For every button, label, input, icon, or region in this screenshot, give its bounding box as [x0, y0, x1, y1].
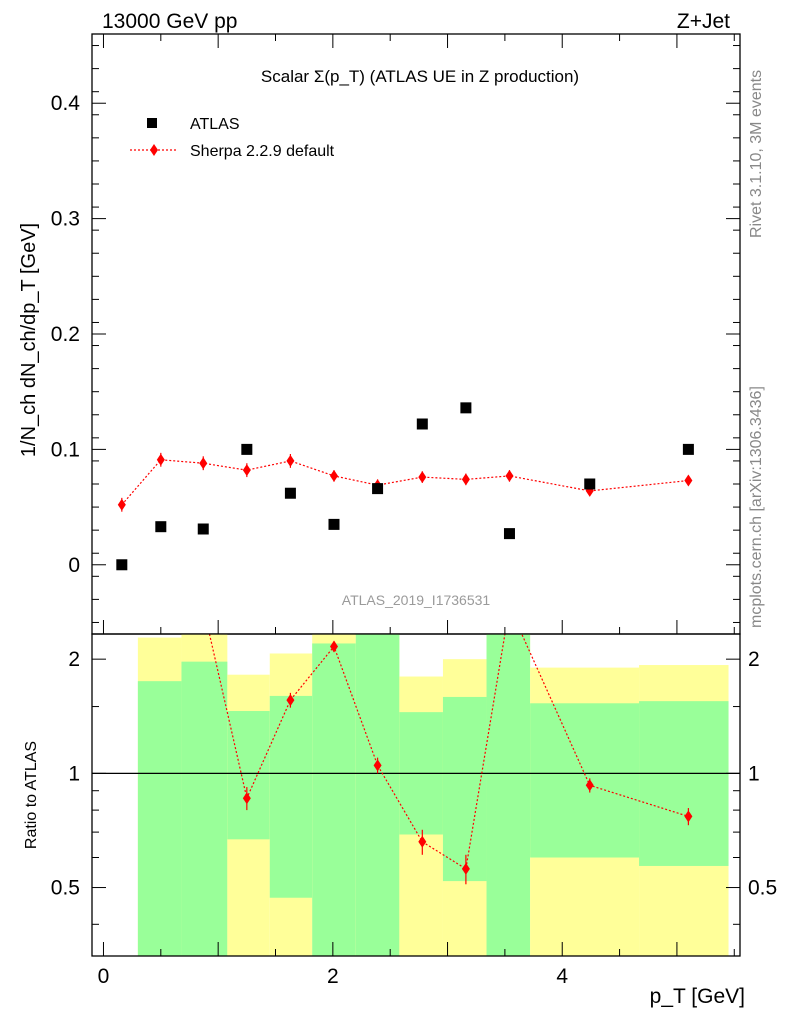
ratio-point: [329, 640, 338, 653]
sherpa-point: [418, 471, 427, 484]
plot-title: Scalar Σ(p_T) (ATLAS UE in Z production): [261, 67, 579, 86]
sherpa-point: [329, 469, 338, 482]
ratio-point: [585, 779, 594, 792]
y-tick-label: 0.1: [51, 438, 80, 461]
atlas-point: [284, 487, 296, 499]
ratio-y-tick-label: 2: [68, 648, 80, 671]
ratio-point: [373, 759, 382, 772]
x-tick-label: 4: [556, 965, 568, 988]
ratio-point: [242, 792, 251, 805]
ratio-inner-band: [181, 661, 228, 956]
ratio-point: [418, 835, 427, 848]
y-tick-label: 0: [68, 554, 80, 577]
x-tick-label: 0: [98, 965, 110, 988]
sherpa-point: [505, 469, 514, 482]
main-x-ticks: [102, 34, 735, 634]
atlas-point: [503, 528, 515, 540]
atlas-point: [197, 523, 209, 535]
rivet-note: Rivet 3.1.10, 3M events: [748, 70, 765, 238]
ratio-y-tick-label: 0.5: [51, 877, 80, 900]
y-tick-label: 0.3: [51, 208, 80, 231]
atlas-point: [416, 418, 428, 430]
ratio-point: [461, 862, 470, 875]
analysis-id: ATLAS_2019_I1736531: [342, 592, 491, 608]
ratio-plot-frame: [91, 633, 741, 957]
ratio-inner-band: [227, 711, 270, 840]
atlas-point: [155, 521, 167, 533]
legend-sherpa-marker: [150, 144, 158, 156]
ratio-y-tick-label-right: 2: [748, 648, 760, 671]
sherpa-point: [117, 498, 126, 511]
main-y-axis: 0 0.1 0.2 0.3 0.4: [51, 45, 740, 623]
ratio-y-axis: 0.5 0.5 1 1 2 2: [51, 648, 777, 925]
atlas-point: [460, 402, 472, 414]
legend-atlas-label: ATLAS: [190, 116, 240, 133]
sherpa-point: [242, 464, 251, 477]
x-axis-label: p_T [GeV]: [650, 985, 745, 1008]
y-tick-label: 0.4: [51, 92, 81, 115]
atlas-point: [241, 443, 253, 455]
sherpa-point: [461, 473, 470, 486]
energy-label: 13000 GeV pp: [102, 10, 237, 33]
ratio-marks: [92, 634, 740, 885]
ratio-inner-band: [530, 703, 640, 858]
main-plot: 0 0.1 0.2 0.3 0.4 Scalar Σ(p_T) (ATLAS UE in…: [18, 33, 741, 635]
ratio-y-tick-label: 1: [68, 762, 80, 785]
atlas-point: [116, 559, 128, 571]
process-label: Z+Jet: [677, 10, 730, 33]
ratio-y-tick-label-right: 0.5: [748, 877, 777, 900]
legend: ATLAS Sherpa 2.2.9 default: [130, 116, 335, 160]
ratio-inner-band: [355, 634, 400, 956]
y-axis-label: 1/N_ch dN_ch/dp_T [GeV]: [18, 223, 40, 457]
sherpa-point: [199, 457, 208, 470]
mcplots-note: mcplots.cern.ch [arXiv:1306.3436]: [748, 386, 765, 628]
sherpa-line: [121, 459, 689, 506]
sherpa-point: [156, 453, 165, 466]
atlas-point: [682, 443, 694, 455]
ratio-inner-band: [486, 634, 531, 956]
ratio-inner-band: [137, 681, 182, 956]
atlas-point: [372, 483, 384, 495]
ratio-inner-band: [639, 701, 729, 866]
x-tick-label: 2: [327, 965, 339, 988]
ratio-point: [684, 810, 693, 823]
ratio-y-tick-label-right: 1: [748, 762, 760, 785]
ratio-y-axis-label: Ratio to ATLAS: [23, 741, 40, 849]
ratio-plot: 0.5 0.5 1 1 2 2 0 2 4 Ratio to ATLAS p_T [GeV]: [23, 633, 777, 1008]
ratio-bands: [137, 634, 729, 956]
ratio-x-axis: 0 2 4: [98, 942, 735, 988]
ratio-inner-band: [442, 696, 487, 882]
atlas-point: [328, 518, 340, 530]
atlas-point: [584, 478, 596, 490]
main-marks: [116, 402, 694, 571]
ratio-inner-band: [269, 695, 313, 898]
sherpa-point: [286, 454, 295, 467]
legend-atlas-marker: [147, 118, 157, 128]
y-tick-label: 0.2: [51, 323, 80, 346]
ratio-inner-band: [312, 643, 356, 956]
sherpa-point: [684, 474, 693, 487]
legend-sherpa-label: Sherpa 2.2.9 default: [190, 143, 335, 160]
ratio-point: [286, 694, 295, 707]
